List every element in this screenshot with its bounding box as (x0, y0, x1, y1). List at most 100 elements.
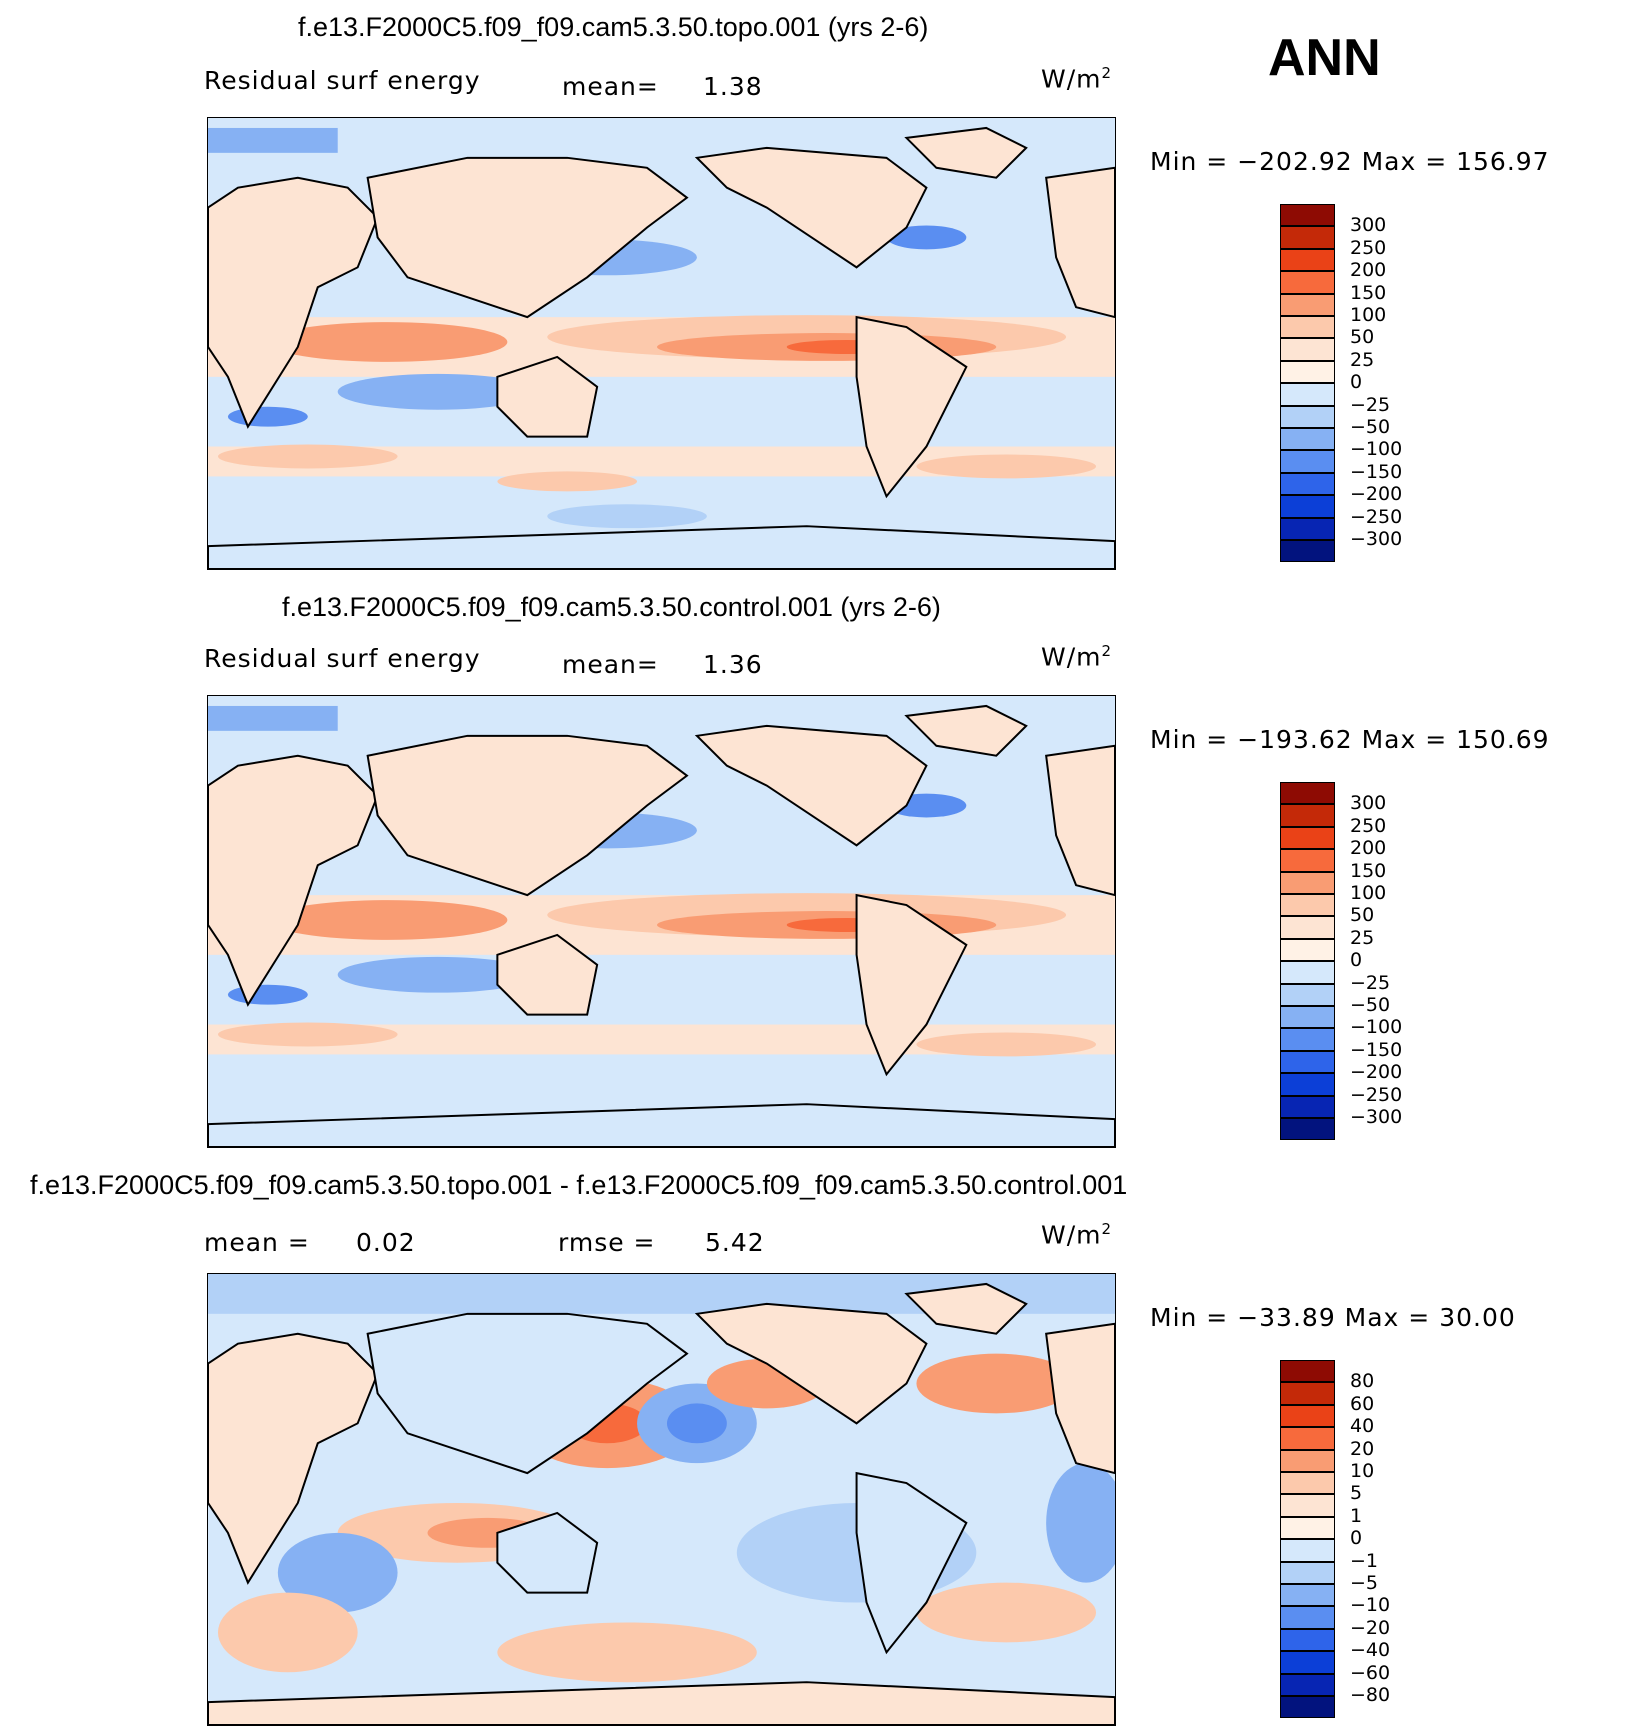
colorbar-swatch (1280, 826, 1335, 850)
colorbar-level-label: −300 (1350, 1106, 1403, 1128)
colorbar-swatch (1280, 316, 1335, 339)
panel-3-rmse-label: rmse = (558, 1228, 656, 1257)
colorbar-level-label: −5 (1350, 1572, 1379, 1594)
colorbar-level-label: 1 (1350, 1504, 1363, 1527)
colorbar-swatch (1280, 916, 1335, 939)
colorbar-level-label: 250 (1350, 236, 1387, 259)
colorbar-level-label: 60 (1350, 1392, 1375, 1415)
colorbar-level-label: 0 (1350, 371, 1363, 394)
colorbar-level-label: −50 (1350, 994, 1391, 1016)
colorbar-level-label: −200 (1350, 483, 1403, 506)
colorbar-swatch (1280, 961, 1335, 984)
colorbar-swatch (1280, 1006, 1335, 1029)
colorbar-level-label: −10 (1350, 1594, 1391, 1617)
colorbar-swatch (1280, 226, 1335, 249)
colorbar-swatch (1280, 248, 1335, 272)
colorbar-level-label: 25 (1350, 926, 1375, 949)
colorbar-level-label: 200 (1350, 837, 1387, 860)
colorbar-level-label: −250 (1350, 505, 1403, 528)
colorbar-swatch (1280, 293, 1335, 316)
colorbar-swatch (1280, 1628, 1335, 1652)
colorbar-swatch (1280, 383, 1335, 406)
panel-1-min-max: Min = −202.92 Max = 156.97 (1150, 147, 1550, 176)
colorbar-swatch (1280, 782, 1335, 805)
colorbar-level-label: −80 (1350, 1684, 1391, 1706)
colorbar-level-label: 200 (1350, 259, 1387, 282)
colorbar-swatch (1280, 1118, 1335, 1141)
colorbar-swatch (1280, 1673, 1335, 1696)
colorbar-swatch (1280, 1494, 1335, 1517)
panel-3-mean-value: 0.02 (356, 1228, 416, 1257)
colorbar-swatch (1280, 1073, 1335, 1096)
colorbar-level-label: 100 (1350, 304, 1387, 326)
colorbar-level-label: 40 (1350, 1415, 1375, 1438)
panel-1-title: f.e13.F2000C5.f09_f09.cam5.3.50.topo.001… (298, 12, 929, 42)
panel-2-mean-label: mean= (562, 650, 659, 679)
colorbar-level-label: 50 (1350, 326, 1375, 349)
panel-1-mean-label: mean= (562, 72, 659, 101)
panel-3-rmse-value: 5.42 (705, 1228, 765, 1257)
panel-3-min-max: Min = −33.89 Max = 30.00 (1150, 1303, 1516, 1332)
colorbar-swatch (1280, 1449, 1335, 1472)
colorbar-level-label: 300 (1350, 214, 1387, 237)
colorbar-swatch (1280, 405, 1335, 428)
panel-2-variable-label: Residual surf energy (204, 644, 481, 673)
colorbar-level-label: 20 (1350, 1437, 1375, 1460)
colorbar-swatch (1280, 472, 1335, 496)
colorbar-level-label: −1 (1350, 1549, 1379, 1572)
colorbar-swatch (1280, 540, 1335, 563)
panel-1-variable-label: Residual surf energy (204, 66, 481, 95)
panel-2-units: W/m2 (1041, 642, 1113, 672)
colorbar-swatch (1280, 1561, 1335, 1584)
colorbar-swatch (1280, 517, 1335, 540)
panel-3-mean-label: mean = (204, 1228, 310, 1257)
colorbar-swatch (1280, 1028, 1335, 1051)
colorbar-level-label: −150 (1350, 1038, 1403, 1061)
colorbar-level-label: −20 (1350, 1616, 1391, 1639)
colorbar-swatch (1280, 338, 1335, 361)
colorbar-swatch (1280, 1050, 1335, 1074)
colorbar-swatch (1280, 1472, 1335, 1495)
season-label: ANN (1268, 29, 1381, 87)
colorbar-level-label: −150 (1350, 460, 1403, 483)
panel-2-mean-value: 1.36 (703, 650, 763, 679)
colorbar-level-label: 5 (1350, 1482, 1363, 1505)
panel-2-map (207, 695, 1116, 1148)
colorbar-level-label: −250 (1350, 1083, 1403, 1106)
colorbar-swatch (1280, 1696, 1335, 1719)
colorbar-swatch (1280, 1651, 1335, 1674)
colorbar-swatch (1280, 1095, 1335, 1118)
panel-3-title: f.e13.F2000C5.f09_f09.cam5.3.50.topo.001… (30, 1170, 1128, 1200)
colorbar-level-label: 50 (1350, 904, 1375, 927)
colorbar-swatch (1280, 271, 1335, 294)
colorbar-level-label: −100 (1350, 438, 1403, 461)
colorbar-level-label: 0 (1350, 949, 1363, 972)
colorbar-level-label: 300 (1350, 792, 1387, 815)
colorbar-swatch (1280, 983, 1335, 1006)
colorbar-swatch (1280, 804, 1335, 827)
panel-2-title: f.e13.F2000C5.f09_f09.cam5.3.50.control.… (282, 592, 941, 622)
panel-1-mean-value: 1.38 (703, 72, 763, 101)
panel-3-map (207, 1273, 1116, 1726)
colorbar-level-label: −25 (1350, 971, 1391, 994)
colorbar-swatch (1280, 1427, 1335, 1450)
colorbar-swatch (1280, 360, 1335, 384)
panel-1-units: W/m2 (1041, 64, 1113, 94)
colorbar-level-label: −300 (1350, 528, 1403, 550)
colorbar-swatch (1280, 204, 1335, 227)
colorbar-level-label: 10 (1350, 1460, 1375, 1482)
colorbar-level-label: −40 (1350, 1639, 1391, 1662)
colorbar-swatch (1280, 1606, 1335, 1629)
colorbar-swatch (1280, 849, 1335, 872)
colorbar-level-label: −200 (1350, 1061, 1403, 1084)
colorbar-level-label: 0 (1350, 1527, 1363, 1550)
colorbar-swatch (1280, 871, 1335, 894)
colorbar-level-label: 150 (1350, 859, 1387, 882)
panel-1-map (207, 117, 1116, 570)
colorbar-level-label: 250 (1350, 814, 1387, 837)
colorbar-swatch (1280, 1360, 1335, 1383)
colorbar-swatch (1280, 450, 1335, 473)
colorbar-swatch (1280, 894, 1335, 917)
colorbar-swatch (1280, 1516, 1335, 1540)
colorbar-swatch (1280, 1404, 1335, 1428)
